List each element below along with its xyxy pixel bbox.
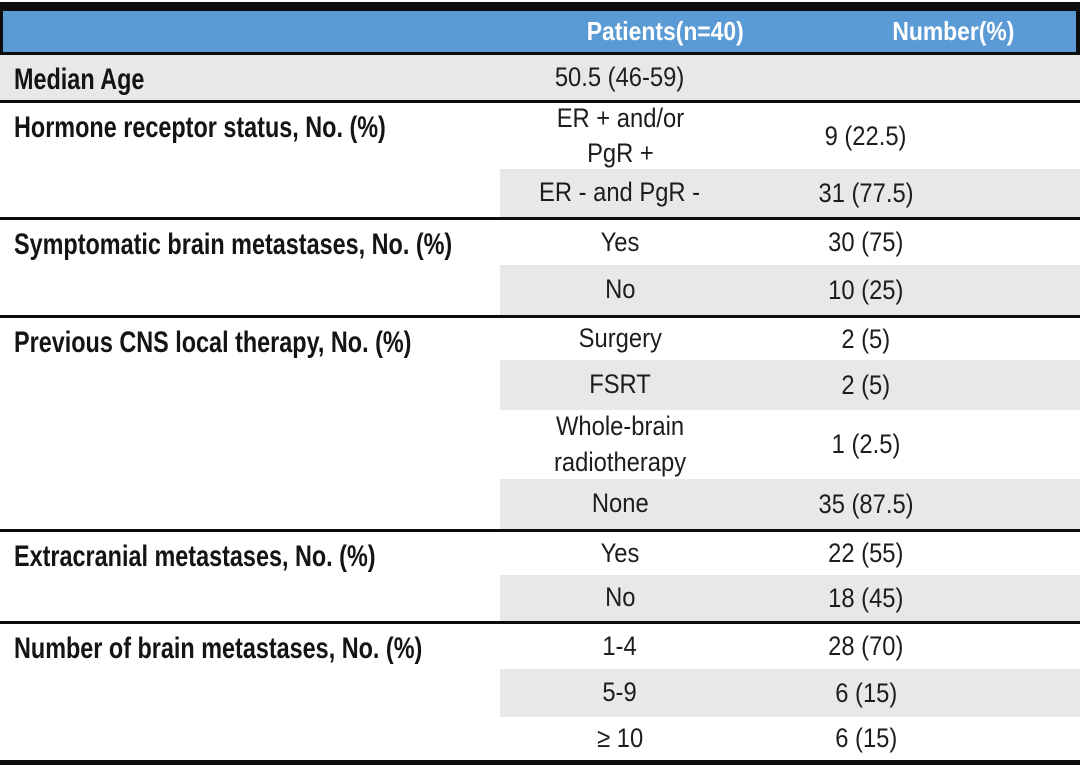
section-number-of-brain-metastases: Number of brain metastases, No. (%) 1-4 … <box>0 621 1080 760</box>
value-text: 22 (55) <box>828 538 904 568</box>
section-label-cell: Median Age <box>0 55 500 100</box>
value-text: 28 (70) <box>828 631 904 661</box>
value-text: 10 (25) <box>828 274 904 305</box>
category-cell: FSRT <box>500 360 740 410</box>
value-cell: 9 (22.5) <box>740 103 1080 169</box>
value-cell <box>740 55 1080 100</box>
section-hormone-receptor-status: Hormone receptor status, No. (%) ER + an… <box>0 100 1080 217</box>
header-number-label: Number(%) <box>891 16 1015 46</box>
section-extracranial-metastases: Extracranial metastases, No. (%) Yes 22 … <box>0 529 1080 621</box>
value-text: 30 (75) <box>828 227 904 257</box>
category-text: FSRT <box>589 369 651 400</box>
header-cell-number: Number(%) <box>830 16 1076 47</box>
category-cell: ER - and PgR - <box>500 169 740 217</box>
section-label-text: Median Age <box>14 63 145 96</box>
category-cell: 5-9 <box>500 669 740 717</box>
value-text: 18 (45) <box>828 582 904 613</box>
section-label-text: Extracranial metastases, No. (%) <box>14 540 376 573</box>
category-cell: Surgery <box>500 318 740 360</box>
category-cell: No <box>500 575 740 621</box>
category-text: Surgery <box>578 323 662 354</box>
value-cell: 2 (5) <box>740 318 1080 360</box>
value-cell: 2 (5) <box>740 360 1080 410</box>
value-text: 9 (22.5) <box>825 120 907 151</box>
value-cell: 18 (45) <box>740 575 1080 621</box>
value-text: 2 (5) <box>841 323 891 354</box>
value-text: 2 (5) <box>841 369 891 400</box>
section-label-cell: Previous CNS local therapy, No. (%) <box>0 318 500 529</box>
section-median-age: Median Age 50.5 (46-59) <box>0 55 1080 100</box>
section-previous-cns-local-therapy: Previous CNS local therapy, No. (%) Surg… <box>0 315 1080 529</box>
category-text: Yes <box>600 226 640 257</box>
value-cell: 28 (70) <box>740 624 1080 669</box>
header-patients-label: Patients(n=40) <box>586 16 744 46</box>
section-label-text: Symptomatic brain metastases, No. (%) <box>14 228 453 261</box>
value-cell: 22 (55) <box>740 532 1080 575</box>
category-text: Yes <box>600 537 640 568</box>
category-text: ER - and PgR - <box>539 177 701 208</box>
category-text: 5-9 <box>602 677 638 708</box>
value-cell: 30 (75) <box>740 220 1080 265</box>
category-cell: 50.5 (46-59) <box>500 55 740 100</box>
table-top-rule <box>0 2 1080 11</box>
section-label-cell: Hormone receptor status, No. (%) <box>0 103 500 217</box>
category-cell: ER + and/or PgR + <box>500 103 740 169</box>
value-cell: 35 (87.5) <box>740 479 1080 529</box>
section-label-cell: Extracranial metastases, No. (%) <box>0 532 500 621</box>
section-label-text: Previous CNS local therapy, No. (%) <box>14 326 412 359</box>
category-text: ER + and/or PgR + <box>556 102 684 168</box>
table-body: Median Age 50.5 (46-59) Hormone receptor… <box>0 55 1080 765</box>
header-bottom-rule <box>0 52 1080 55</box>
section-label-text: Hormone receptor status, No. (%) <box>14 111 386 144</box>
value-cell: 6 (15) <box>740 717 1080 760</box>
header-cell-patients: Patients(n=40) <box>500 16 830 47</box>
patient-characteristics-table: Patients(n=40) Number(%) Median Age 50.5… <box>0 0 1080 765</box>
category-text: ≥ 10 <box>596 722 644 753</box>
value-cell: 6 (15) <box>740 669 1080 717</box>
value-text: 31 (77.5) <box>818 177 914 208</box>
value-text: 6 (15) <box>834 723 898 753</box>
value-cell: 10 (25) <box>740 265 1080 315</box>
value-text: 6 (15) <box>834 677 898 708</box>
category-text: No <box>604 582 636 613</box>
value-text: 1 (2.5) <box>831 429 901 459</box>
category-text: 50.5 (46-59) <box>555 61 685 92</box>
section-label-cell: Symptomatic brain metastases, No. (%) <box>0 220 500 315</box>
category-text: None <box>591 488 649 519</box>
section-symptomatic-brain-metastases: Symptomatic brain metastases, No. (%) Ye… <box>0 217 1080 315</box>
category-cell: ≥ 10 <box>500 717 740 760</box>
table-header-row: Patients(n=40) Number(%) <box>0 11 1080 52</box>
top-margin <box>0 0 1080 2</box>
category-text: No <box>604 274 636 305</box>
category-cell: 1-4 <box>500 624 740 669</box>
category-cell: None <box>500 479 740 529</box>
category-cell: Yes <box>500 220 740 265</box>
category-text: 1-4 <box>602 630 638 661</box>
category-cell: Whole-brain radiotherapy <box>500 410 740 479</box>
value-text: 35 (87.5) <box>818 488 914 519</box>
section-label-cell: Number of brain metastases, No. (%) <box>0 624 500 760</box>
category-cell: Yes <box>500 532 740 575</box>
section-label-text: Number of brain metastases, No. (%) <box>14 632 423 665</box>
value-cell: 31 (77.5) <box>740 169 1080 217</box>
category-text: Whole-brain radiotherapy <box>553 411 687 477</box>
category-cell: No <box>500 265 740 315</box>
value-cell: 1 (2.5) <box>740 410 1080 479</box>
